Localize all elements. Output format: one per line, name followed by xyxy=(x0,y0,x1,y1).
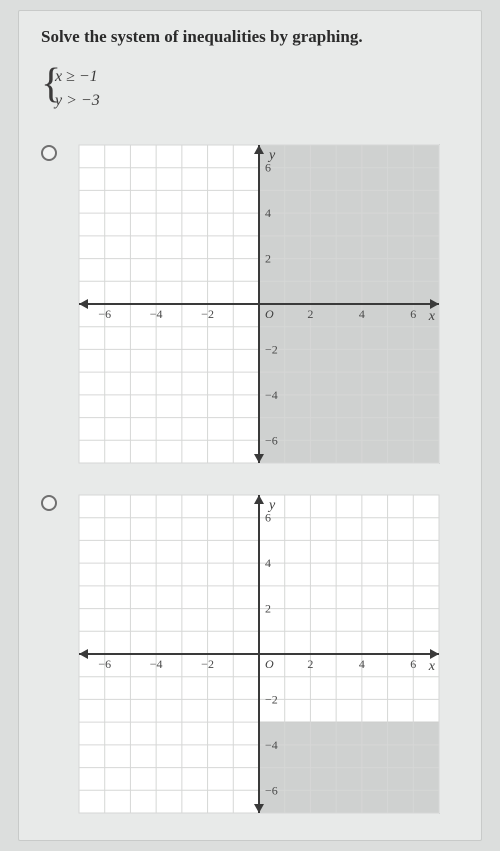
option-2[interactable]: −6−6−4−4−2−2224466Oxy xyxy=(41,489,459,819)
svg-text:2: 2 xyxy=(265,602,271,616)
svg-text:−4: −4 xyxy=(150,657,163,671)
brace-icon: { xyxy=(41,63,61,105)
svg-text:y: y xyxy=(267,148,276,163)
svg-text:2: 2 xyxy=(307,307,313,321)
svg-text:−6: −6 xyxy=(265,433,278,447)
radio-button[interactable] xyxy=(41,145,57,161)
svg-text:4: 4 xyxy=(359,307,365,321)
svg-text:x: x xyxy=(428,659,436,674)
svg-text:x: x xyxy=(428,309,436,324)
graph-2: −6−6−4−4−2−2224466Oxy xyxy=(69,489,449,819)
svg-text:−6: −6 xyxy=(265,783,278,797)
svg-text:y: y xyxy=(267,498,276,513)
svg-text:4: 4 xyxy=(265,556,271,570)
svg-text:O: O xyxy=(265,307,274,321)
svg-text:−2: −2 xyxy=(201,657,214,671)
svg-text:4: 4 xyxy=(265,206,271,220)
inequality-2: y > −3 xyxy=(55,89,459,113)
graph-svg: −6−6−4−4−2−2224466Oxy xyxy=(69,489,449,819)
svg-text:−6: −6 xyxy=(98,657,111,671)
question-card: Solve the system of inequalities by grap… xyxy=(18,10,482,841)
svg-text:2: 2 xyxy=(265,252,271,266)
svg-text:2: 2 xyxy=(307,657,313,671)
svg-text:4: 4 xyxy=(359,657,365,671)
svg-text:−6: −6 xyxy=(98,307,111,321)
svg-text:6: 6 xyxy=(410,307,416,321)
svg-text:−4: −4 xyxy=(265,738,278,752)
inequality-1: x ≥ −1 xyxy=(55,65,459,89)
problem-title: Solve the system of inequalities by grap… xyxy=(41,27,459,47)
inequality-system: { x ≥ −1 y > −3 xyxy=(41,65,459,113)
svg-text:−4: −4 xyxy=(265,388,278,402)
svg-text:O: O xyxy=(265,657,274,671)
svg-text:6: 6 xyxy=(410,657,416,671)
svg-text:−4: −4 xyxy=(150,307,163,321)
option-1[interactable]: −6−6−4−4−2−2224466Oxy xyxy=(41,139,459,469)
graph-svg: −6−6−4−4−2−2224466Oxy xyxy=(69,139,449,469)
graph-1: −6−6−4−4−2−2224466Oxy xyxy=(69,139,449,469)
svg-text:−2: −2 xyxy=(201,307,214,321)
svg-text:−2: −2 xyxy=(265,342,278,356)
svg-text:−2: −2 xyxy=(265,692,278,706)
radio-button[interactable] xyxy=(41,495,57,511)
